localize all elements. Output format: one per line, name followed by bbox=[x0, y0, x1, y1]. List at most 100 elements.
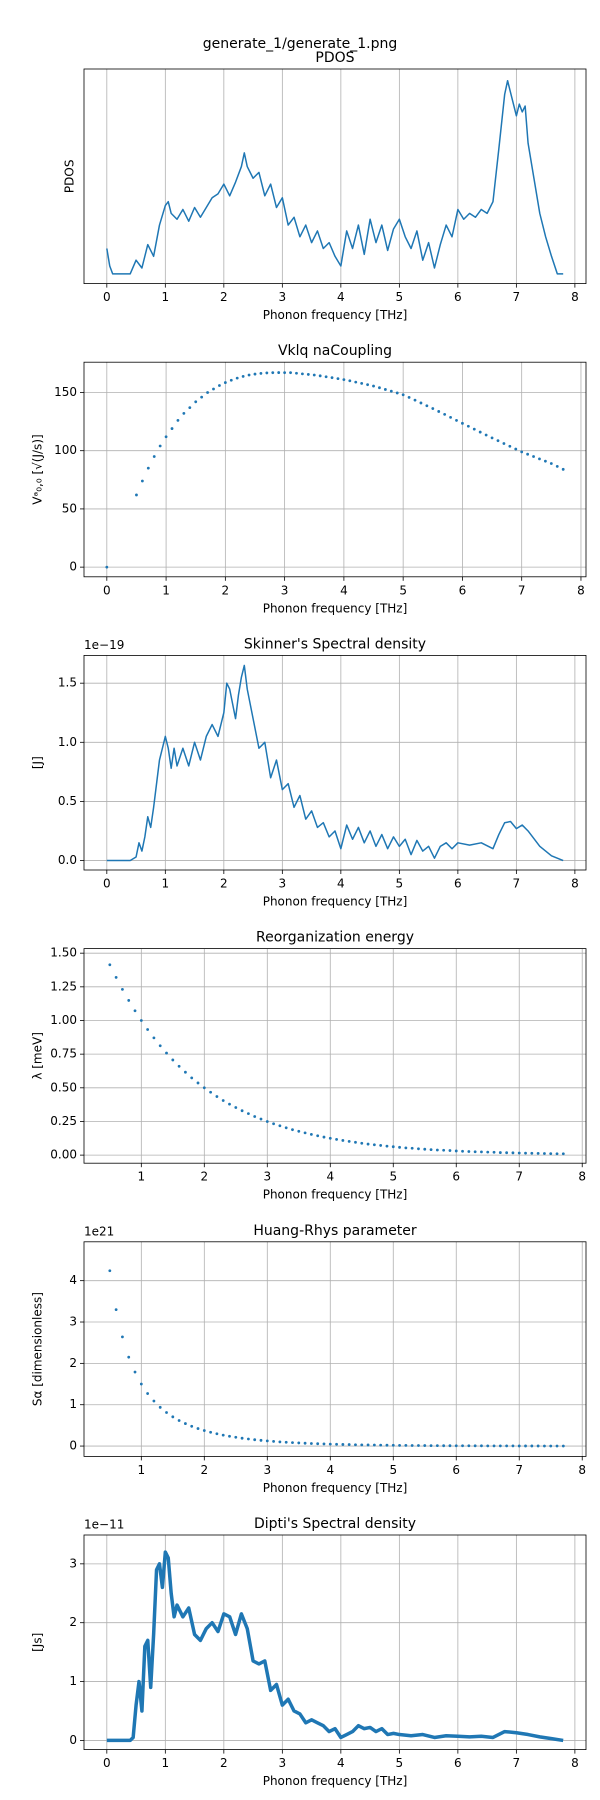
data-point bbox=[309, 1442, 313, 1445]
data-point bbox=[448, 1444, 452, 1448]
data-point bbox=[366, 383, 369, 387]
data-point bbox=[152, 1399, 156, 1403]
data-point bbox=[165, 1411, 168, 1414]
data-point bbox=[301, 372, 304, 376]
x-tick-label: 4 bbox=[337, 1756, 345, 1770]
y-tick-label: 50 bbox=[62, 501, 77, 515]
data-point bbox=[271, 371, 275, 375]
chart-title: Reorganization energy bbox=[256, 930, 414, 946]
data-point bbox=[473, 1150, 477, 1154]
data-point bbox=[121, 1335, 124, 1339]
data-point bbox=[322, 1135, 326, 1139]
data-point bbox=[246, 1112, 250, 1116]
x-tick-label: 8 bbox=[571, 1756, 579, 1770]
subplot: 0 1 2 3 4 5 6 7 8 PDOS Phonon frequency [THz] PDOS bbox=[63, 50, 587, 322]
x-tick-label: 7 bbox=[513, 877, 521, 891]
data-point bbox=[176, 419, 180, 422]
x-tick-label: 5 bbox=[396, 290, 404, 304]
data-point bbox=[360, 1443, 364, 1447]
data-point bbox=[461, 1149, 464, 1153]
data-point bbox=[372, 384, 375, 388]
data-point bbox=[289, 371, 292, 375]
data-point bbox=[322, 1442, 326, 1446]
data-point bbox=[200, 395, 204, 399]
x-tick-label: 4 bbox=[340, 583, 348, 597]
data-point bbox=[442, 1148, 446, 1152]
y-tick-label: 0.5 bbox=[58, 794, 77, 808]
y-tick-label: 0.25 bbox=[50, 1114, 77, 1128]
data-point bbox=[306, 373, 310, 376]
y-tick-label: 1 bbox=[69, 1397, 77, 1411]
data-point bbox=[152, 455, 156, 458]
axes-frame bbox=[83, 361, 587, 578]
data-point bbox=[240, 1436, 244, 1440]
data-point bbox=[511, 1151, 515, 1155]
data-point bbox=[404, 1444, 408, 1447]
x-tick-label: 3 bbox=[263, 1170, 271, 1184]
data-point bbox=[105, 565, 109, 569]
x-tick-label: 4 bbox=[326, 1170, 334, 1184]
data-point bbox=[419, 401, 423, 405]
data-point bbox=[190, 1076, 194, 1080]
data-point bbox=[517, 1151, 521, 1155]
data-point bbox=[184, 1422, 187, 1425]
data-point bbox=[538, 457, 541, 461]
data-point bbox=[108, 963, 112, 967]
data-point bbox=[544, 459, 547, 463]
data-point bbox=[127, 1355, 131, 1359]
data-point bbox=[486, 1150, 490, 1154]
x-tick-label: 0 bbox=[103, 1756, 111, 1770]
y-tick-label: 1.00 bbox=[50, 1013, 77, 1027]
data-point bbox=[366, 1142, 370, 1146]
data-point bbox=[505, 1444, 509, 1448]
subplot: 0 1 2 3 4 5 6 7 8 0.0 0.5 1.0 1.5 Skinner's Spectral … bbox=[31, 636, 587, 909]
data-point bbox=[295, 371, 298, 375]
data-point bbox=[184, 1070, 187, 1074]
y-tick-label: 100 bbox=[54, 443, 77, 457]
x-tick-label: 0 bbox=[103, 583, 111, 597]
data-point bbox=[114, 976, 118, 979]
data-point bbox=[240, 1109, 244, 1113]
y-tick-label: 0 bbox=[69, 1733, 77, 1747]
data-point bbox=[354, 380, 358, 384]
x-tick-label: 2 bbox=[222, 583, 230, 597]
x-tick-label: 8 bbox=[578, 1170, 586, 1184]
data-point bbox=[490, 436, 494, 440]
axes-frame bbox=[83, 1241, 587, 1457]
data-point bbox=[133, 1009, 137, 1013]
data-point bbox=[278, 1124, 282, 1128]
data-point bbox=[170, 427, 174, 430]
data-point bbox=[265, 371, 269, 375]
data-point bbox=[543, 1152, 546, 1155]
x-tick-label: 2 bbox=[200, 1463, 208, 1477]
data-point bbox=[530, 1444, 534, 1448]
data-point bbox=[520, 450, 524, 454]
x-tick-label: 3 bbox=[281, 583, 289, 597]
data-point bbox=[385, 1144, 389, 1148]
y-tick-label: 1.25 bbox=[50, 979, 77, 993]
x-tick-label: 5 bbox=[399, 583, 407, 597]
x-tick-label: 2 bbox=[220, 877, 228, 891]
data-point bbox=[549, 462, 553, 465]
data-point bbox=[196, 1081, 200, 1085]
data-point bbox=[398, 1145, 401, 1149]
data-point bbox=[461, 421, 464, 425]
x-tick-label: 7 bbox=[515, 1170, 523, 1184]
data-point bbox=[241, 375, 245, 378]
data-point bbox=[291, 1441, 294, 1445]
data-point bbox=[492, 1150, 496, 1154]
x-tick-label: 6 bbox=[452, 1170, 460, 1184]
data-point bbox=[360, 1141, 364, 1145]
x-tick-label: 1 bbox=[162, 1756, 170, 1770]
data-point bbox=[202, 1429, 206, 1432]
data-point bbox=[385, 1443, 389, 1447]
y-tick-label: 0 bbox=[69, 560, 77, 574]
x-tick-label: 4 bbox=[337, 290, 345, 304]
x-tick-label: 5 bbox=[396, 1756, 404, 1770]
chart-title: Vklq naCoupling bbox=[278, 343, 392, 359]
x-tick-label: 0 bbox=[103, 877, 111, 891]
data-point bbox=[442, 1444, 446, 1448]
y-tick-label: 4 bbox=[69, 1273, 77, 1287]
subplot: 1 2 3 4 5 6 7 8 0 1 2 3 4 Huang-Rhys parameter Phonon … bbox=[31, 1223, 587, 1495]
